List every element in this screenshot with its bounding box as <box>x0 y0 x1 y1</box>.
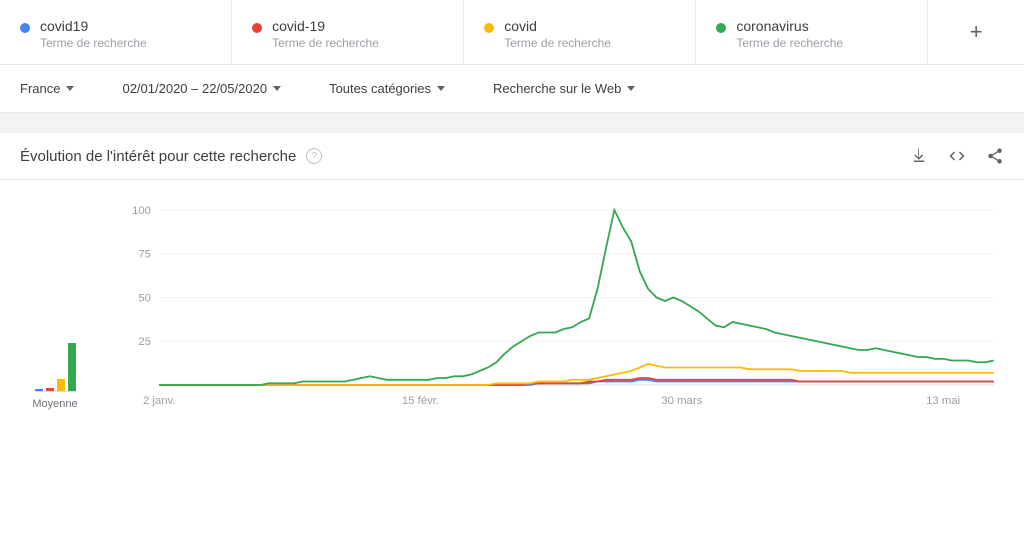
term-label: covid-19 <box>272 18 379 34</box>
term-subtitle: Terme de recherche <box>736 36 843 50</box>
help-icon[interactable]: ? <box>306 148 322 164</box>
search-terms-row: covid19 Terme de recherche covid-19 Term… <box>0 0 1024 65</box>
average-bars <box>35 302 76 392</box>
term-cell-1[interactable]: covid-19 Terme de recherche <box>232 0 464 64</box>
filter-label: Recherche sur le Web <box>493 81 621 96</box>
term-dot <box>716 23 726 33</box>
filter-label: France <box>20 81 60 96</box>
category-filter[interactable]: Toutes catégories <box>329 81 445 96</box>
avg-bar <box>46 388 54 391</box>
term-cell-2[interactable]: covid Terme de recherche <box>464 0 696 64</box>
svg-text:2 janv.: 2 janv. <box>143 395 176 407</box>
svg-text:100: 100 <box>132 205 151 217</box>
svg-text:50: 50 <box>138 293 151 305</box>
add-comparison-button[interactable]: + <box>928 0 1024 64</box>
term-label: covid <box>504 18 611 34</box>
term-cell-0[interactable]: covid19 Terme de recherche <box>0 0 232 64</box>
svg-text:13 mai: 13 mai <box>926 395 960 407</box>
term-label: coronavirus <box>736 18 843 34</box>
svg-text:25: 25 <box>138 336 151 348</box>
term-subtitle: Terme de recherche <box>504 36 611 50</box>
term-dot <box>484 23 494 33</box>
term-cell-3[interactable]: coronavirus Terme de recherche <box>696 0 928 64</box>
chevron-down-icon <box>66 86 74 91</box>
chevron-down-icon <box>627 86 635 91</box>
chevron-down-icon <box>437 86 445 91</box>
svg-text:30 mars: 30 mars <box>661 395 702 407</box>
svg-text:75: 75 <box>138 249 151 261</box>
term-subtitle: Terme de recherche <box>272 36 379 50</box>
average-label: Moyenne <box>32 398 77 410</box>
share-icon[interactable] <box>986 147 1004 165</box>
term-subtitle: Terme de recherche <box>40 36 147 50</box>
filters-row: France 02/01/2020 – 22/05/2020 Toutes ca… <box>0 65 1024 113</box>
plus-icon: + <box>970 19 983 45</box>
avg-bar <box>35 389 43 391</box>
line-chart: 25 50 75 100 2 janv. 15 févr. 30 mars 13 mai <box>118 200 1004 410</box>
avg-bar <box>57 379 65 391</box>
term-label: covid19 <box>40 18 147 34</box>
download-icon[interactable] <box>910 147 928 165</box>
search-type-filter[interactable]: Recherche sur le Web <box>493 81 635 96</box>
chart-area: Moyenne 25 50 75 100 2 janv. 15 févr. 30 mars 1… <box>0 180 1024 420</box>
panel-title: Évolution de l'intérêt pour cette recher… <box>20 148 296 165</box>
filter-label: 02/01/2020 – 22/05/2020 <box>122 81 267 96</box>
region-filter[interactable]: France <box>20 81 74 96</box>
section-spacer <box>0 113 1024 133</box>
term-dot <box>20 23 30 33</box>
svg-text:15 févr.: 15 févr. <box>402 395 439 407</box>
average-block: Moyenne <box>10 302 100 410</box>
chevron-down-icon <box>273 86 281 91</box>
panel-header: Évolution de l'intérêt pour cette recher… <box>0 133 1024 180</box>
term-dot <box>252 23 262 33</box>
filter-label: Toutes catégories <box>329 81 431 96</box>
avg-bar <box>68 343 76 391</box>
embed-icon[interactable] <box>948 147 966 165</box>
daterange-filter[interactable]: 02/01/2020 – 22/05/2020 <box>122 81 281 96</box>
